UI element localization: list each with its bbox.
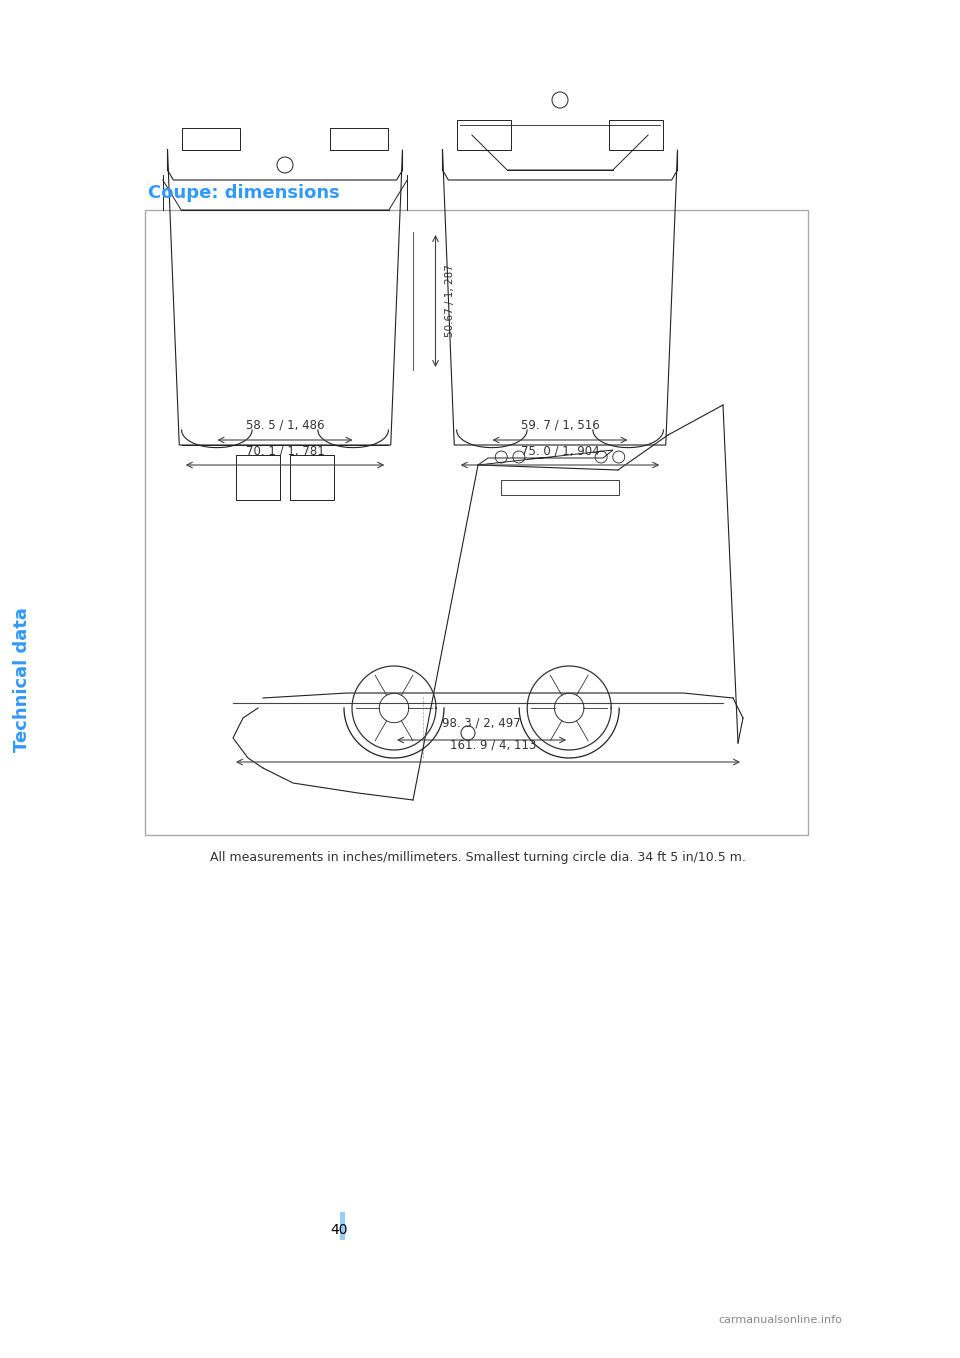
Text: 40: 40 bbox=[330, 1224, 348, 1237]
Text: 75. 0 / 1, 904: 75. 0 / 1, 904 bbox=[520, 444, 599, 458]
Text: Technical data: Technical data bbox=[13, 607, 31, 752]
Bar bbox=[501, 479, 619, 496]
Bar bbox=[145, 210, 808, 835]
Text: 70. 1 / 1, 781: 70. 1 / 1, 781 bbox=[246, 444, 324, 458]
Text: 161. 9 / 4, 113: 161. 9 / 4, 113 bbox=[450, 739, 537, 752]
Text: carmanualsonline.info: carmanualsonline.info bbox=[718, 1315, 842, 1325]
Text: 98. 3 / 2, 497: 98. 3 / 2, 497 bbox=[443, 717, 521, 731]
Text: Coupe: dimensions: Coupe: dimensions bbox=[148, 183, 340, 202]
Text: All measurements in inches/millimeters. Smallest turning circle dia. 34 ft 5 in/: All measurements in inches/millimeters. … bbox=[210, 851, 746, 865]
Text: 58. 5 / 1, 486: 58. 5 / 1, 486 bbox=[246, 420, 324, 432]
Text: 59. 7 / 1, 516: 59. 7 / 1, 516 bbox=[520, 420, 599, 432]
Bar bbox=[340, 1211, 345, 1240]
Text: 50.67 / 1, 287: 50.67 / 1, 287 bbox=[445, 265, 455, 337]
